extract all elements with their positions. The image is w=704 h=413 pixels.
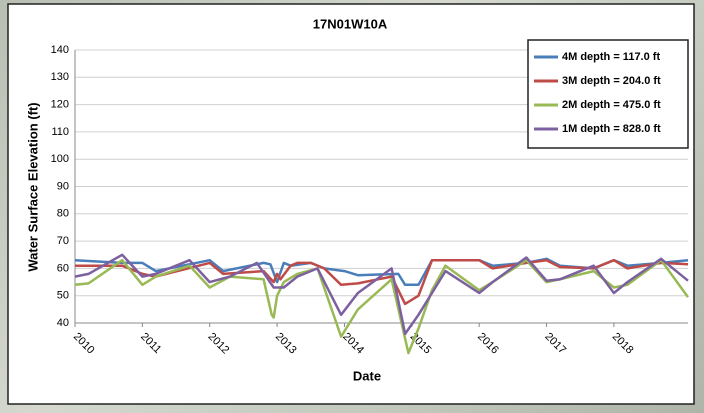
- y-tick-label: 90: [57, 180, 69, 192]
- legend-label: 4M depth = 117.0 ft: [562, 51, 660, 63]
- y-tick-label: 130: [51, 71, 69, 83]
- series-line: [75, 258, 689, 306]
- y-tick-label: 110: [51, 126, 69, 138]
- y-tick-label: 100: [51, 153, 69, 165]
- legend-label: 1M depth = 828.0 ft: [562, 123, 661, 135]
- y-tick-label: 50: [57, 290, 69, 302]
- y-axis-label: Water Surface Elevation (ft): [25, 102, 40, 271]
- y-tick-label: 80: [57, 208, 69, 220]
- y-tick-label: 40: [57, 317, 69, 329]
- y-tick-label: 60: [57, 262, 69, 274]
- series-line: [74, 253, 689, 336]
- y-tick-label: 120: [51, 99, 69, 111]
- y-tick-label: 140: [51, 44, 69, 56]
- y-tick-label: 70: [57, 235, 69, 247]
- chart-title: 17N01W10A: [313, 16, 388, 31]
- x-axis-label: Date: [353, 368, 381, 383]
- legend-label: 3M depth = 204.0 ft: [562, 75, 661, 87]
- legend-label: 2M depth = 475.0 ft: [562, 99, 661, 111]
